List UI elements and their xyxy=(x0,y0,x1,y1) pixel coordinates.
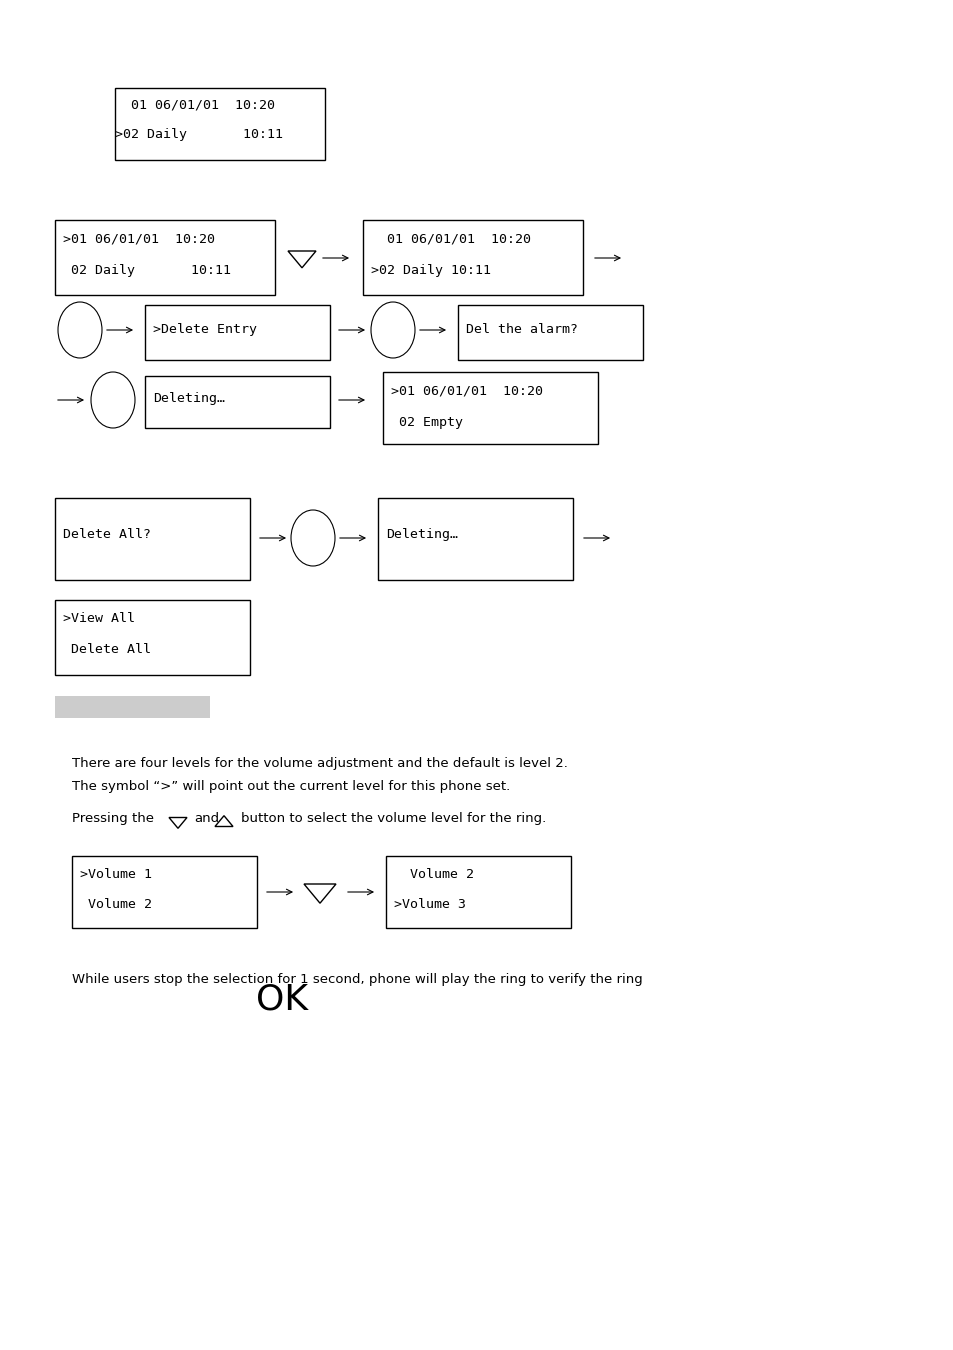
Text: While users stop the selection for 1 second, phone will play the ring to verify : While users stop the selection for 1 sec… xyxy=(71,973,642,985)
Bar xyxy=(55,697,210,718)
Bar xyxy=(115,88,325,161)
Bar xyxy=(457,305,642,360)
Text: 01 06/01/01  10:20: 01 06/01/01 10:20 xyxy=(115,99,274,111)
Text: >01 06/01/01  10:20: >01 06/01/01 10:20 xyxy=(63,232,214,244)
Text: >Volume 1: >Volume 1 xyxy=(80,868,152,882)
Bar xyxy=(55,498,250,580)
Text: >02 Daily 10:11: >02 Daily 10:11 xyxy=(371,265,491,277)
Text: and: and xyxy=(193,811,219,825)
Text: Delete All?: Delete All? xyxy=(63,528,151,541)
Text: Pressing the: Pressing the xyxy=(71,811,153,825)
Text: Del the alarm?: Del the alarm? xyxy=(465,323,578,336)
Bar xyxy=(386,856,571,927)
Text: >02 Daily       10:11: >02 Daily 10:11 xyxy=(115,128,283,140)
Bar xyxy=(71,856,256,927)
Text: Volume 2: Volume 2 xyxy=(80,898,152,911)
Text: 01 06/01/01  10:20: 01 06/01/01 10:20 xyxy=(371,232,531,244)
Text: button to select the volume level for the ring.: button to select the volume level for th… xyxy=(241,811,546,825)
Text: Deleting…: Deleting… xyxy=(386,528,457,541)
Text: Deleting…: Deleting… xyxy=(152,392,225,405)
Text: >01 06/01/01  10:20: >01 06/01/01 10:20 xyxy=(391,383,542,397)
Text: 02 Daily       10:11: 02 Daily 10:11 xyxy=(63,265,231,277)
Text: >View All: >View All xyxy=(63,612,135,625)
Bar xyxy=(382,373,598,444)
Text: Volume 2: Volume 2 xyxy=(394,868,474,882)
Bar xyxy=(55,599,250,675)
Text: OK: OK xyxy=(255,983,308,1017)
Text: 02 Empty: 02 Empty xyxy=(391,416,462,429)
Bar xyxy=(363,220,582,296)
Text: The symbol “>” will point out the current level for this phone set.: The symbol “>” will point out the curren… xyxy=(71,780,510,792)
Text: Delete All: Delete All xyxy=(63,643,151,656)
Bar xyxy=(377,498,573,580)
Text: >Volume 3: >Volume 3 xyxy=(394,898,465,911)
Text: >Delete Entry: >Delete Entry xyxy=(152,323,256,336)
Bar xyxy=(55,220,274,296)
Text: There are four levels for the volume adjustment and the default is level 2.: There are four levels for the volume adj… xyxy=(71,757,567,769)
Bar xyxy=(145,377,330,428)
Bar xyxy=(145,305,330,360)
